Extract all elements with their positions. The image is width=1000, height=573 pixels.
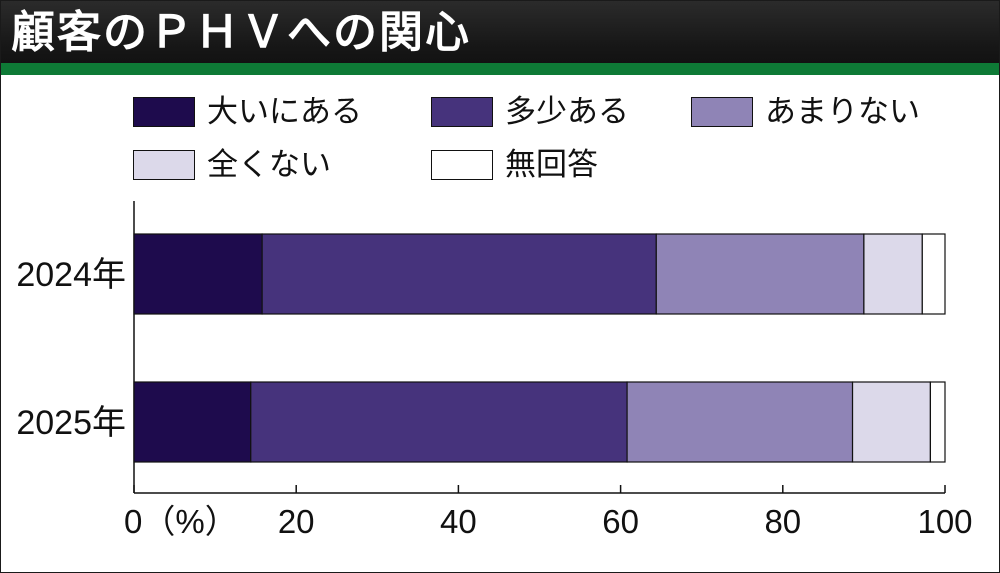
bar-segment-2-5 (929, 381, 946, 463)
title-banner: 顧客のＰＨＶへの関心 (1, 1, 999, 75)
legend-swatch-1 (133, 97, 195, 127)
x-tick-label-4: 60 (602, 503, 639, 540)
x-tick-label-1: 0（%） (124, 503, 238, 540)
title-banner-stripe (1, 63, 999, 75)
bar-segment-2-2 (250, 381, 628, 463)
legend-label-5: 無回答 (505, 147, 598, 183)
legend-swatch-4 (133, 150, 195, 180)
legend-swatch-5 (431, 150, 493, 180)
bar-segment-2-3 (626, 381, 854, 463)
bar-segment-1-1 (133, 233, 263, 315)
bar-segment-1-5 (921, 233, 946, 315)
bar-segment-2-4 (851, 381, 932, 463)
bar-segment-1-3 (655, 233, 865, 315)
x-tick-label-5: 80 (764, 503, 801, 540)
legend-label-3: あまりない (765, 94, 920, 130)
legend-label-1: 大いにある (207, 94, 362, 130)
x-tick-label-6: 100 (917, 503, 972, 540)
x-tick-label-3: 40 (440, 503, 477, 540)
category-label-2: 2025年 (16, 404, 126, 442)
bar-segment-1-4 (863, 233, 923, 315)
chart-title: 顧客のＰＨＶへの関心 (11, 7, 471, 58)
category-label-1: 2024年 (16, 256, 126, 294)
legend-swatch-3 (691, 97, 753, 127)
bar-segment-1-2 (261, 233, 657, 315)
legend-swatch-2 (431, 97, 493, 127)
bar-segment-2-1 (133, 381, 252, 463)
legend-label-4: 全くない (207, 147, 331, 183)
legend-label-2: 多少ある (505, 94, 629, 130)
x-tick-label-2: 20 (278, 503, 315, 540)
